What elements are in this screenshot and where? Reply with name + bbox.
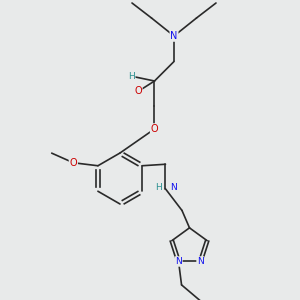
Text: H: H bbox=[128, 72, 135, 81]
Text: O: O bbox=[134, 86, 142, 97]
Text: N: N bbox=[170, 31, 178, 41]
Text: O: O bbox=[70, 158, 77, 168]
Text: N: N bbox=[197, 257, 204, 266]
Text: N: N bbox=[175, 257, 182, 266]
Text: N: N bbox=[170, 183, 177, 192]
Text: O: O bbox=[151, 124, 158, 134]
Text: H: H bbox=[155, 183, 162, 192]
